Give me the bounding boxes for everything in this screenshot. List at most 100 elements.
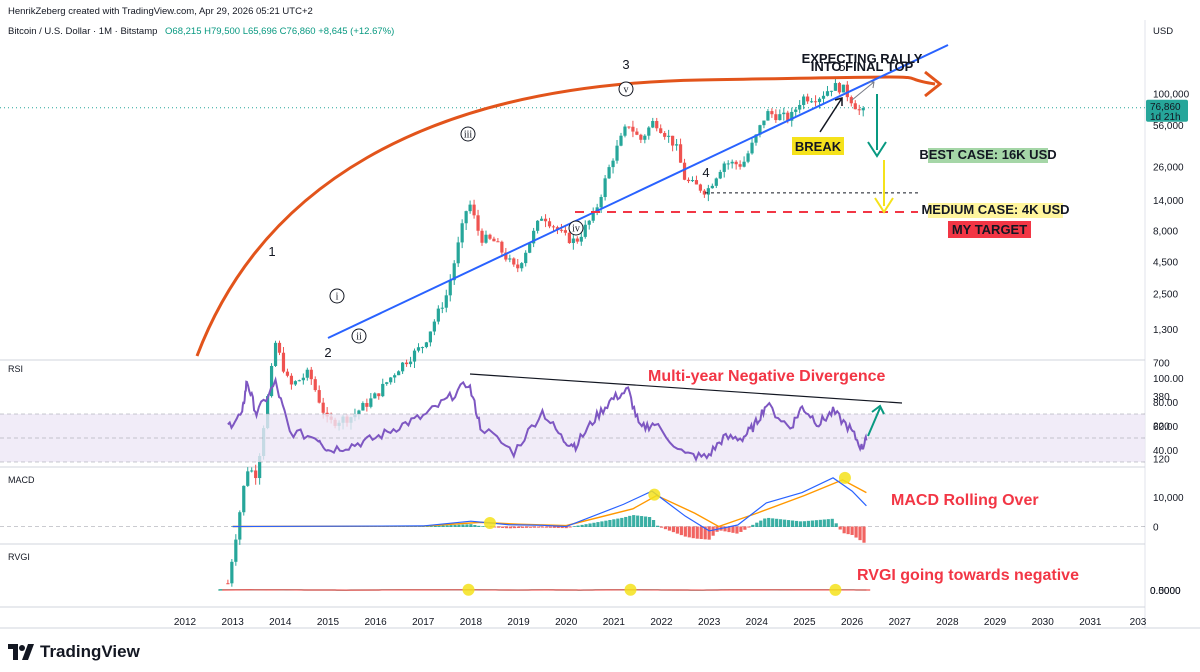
macd-histogram-bar xyxy=(580,524,584,527)
candle-body xyxy=(837,83,841,93)
candle-body xyxy=(281,352,286,372)
macd-histogram-bar xyxy=(572,526,576,527)
macd-histogram-bar xyxy=(453,524,457,527)
candle-body xyxy=(520,263,524,269)
macd-histogram-bar xyxy=(731,526,735,533)
macd-histogram-bar xyxy=(628,515,632,527)
arc-arrowhead xyxy=(924,70,943,98)
candle-body xyxy=(782,112,786,115)
macd-histogram-bar xyxy=(477,525,481,527)
candle-body xyxy=(746,153,750,162)
candle-body xyxy=(460,223,464,243)
candle-body xyxy=(547,221,552,227)
macd-histogram-bar xyxy=(747,526,751,528)
candle-body xyxy=(627,126,631,128)
macd-histogram-bar xyxy=(604,520,608,527)
wave-4-label: 4 xyxy=(702,165,709,180)
rvgi-tick-label: 0.0000 xyxy=(1150,586,1181,597)
candle-body xyxy=(631,126,635,132)
wave-5-label: 5 xyxy=(838,59,845,74)
macd-histogram-bar xyxy=(659,526,664,528)
macd-histogram-bar xyxy=(520,526,525,528)
candle-body xyxy=(476,215,480,231)
break-label-box xyxy=(792,137,844,155)
candle-body xyxy=(309,369,313,380)
macd-histogram-bar xyxy=(461,524,465,527)
candle-body xyxy=(301,377,305,381)
candle-body xyxy=(619,135,623,146)
wave-iv-label: iv xyxy=(572,224,580,235)
candle-body xyxy=(528,243,532,253)
candle-body xyxy=(393,375,397,378)
macd-histogram-bar xyxy=(505,526,509,529)
price-tag-box xyxy=(1146,99,1188,122)
candle-body xyxy=(250,470,254,472)
medium-case-label-box xyxy=(928,203,1063,218)
macd-histogram-bar xyxy=(751,524,755,527)
macd-histogram-bar xyxy=(842,526,846,534)
wave-i-label: i xyxy=(336,292,339,303)
rsi-divergence-line xyxy=(469,373,903,404)
macd-histogram-bar xyxy=(759,520,763,527)
candle-body xyxy=(671,135,675,146)
candle-body xyxy=(313,379,317,391)
candle-body xyxy=(269,365,274,397)
candle-body xyxy=(536,220,540,231)
macd-histogram-bar xyxy=(640,516,644,527)
candle-body xyxy=(774,114,778,121)
macd-histogram-bar xyxy=(612,519,616,527)
macd-histogram-bar xyxy=(584,524,588,527)
macd-histogram-bar xyxy=(552,526,556,528)
wave-iv-label-circle xyxy=(568,220,584,236)
candle-body xyxy=(690,180,695,182)
candle-body xyxy=(381,383,385,397)
price-tick-label: 120 xyxy=(1153,454,1170,465)
candle-body xyxy=(369,398,373,407)
candle-body xyxy=(762,120,766,126)
macd-histogram-bar xyxy=(568,526,572,528)
candle-body xyxy=(794,109,798,112)
macd-histogram-bar xyxy=(528,526,533,528)
candle-body xyxy=(389,377,393,383)
time-tick-label: 2016 xyxy=(364,617,387,628)
price-tick-label: 14,000 xyxy=(1153,196,1184,207)
candle-body xyxy=(738,164,742,167)
price-tick-label: 8,000 xyxy=(1153,227,1178,238)
candle-body xyxy=(730,161,734,164)
wave-3-label: 3 xyxy=(622,57,629,72)
candle-body xyxy=(424,342,429,348)
candle-body xyxy=(714,178,718,186)
candle-body xyxy=(698,184,703,191)
macd-histogram-bar xyxy=(814,520,818,527)
candle-body xyxy=(246,471,250,486)
symbol-info: Bitcoin / U.S. Dollar · 1M · Bitstamp O6… xyxy=(8,26,394,37)
candle-body xyxy=(829,90,834,92)
macd-histogram-bar xyxy=(441,525,445,527)
candle-body xyxy=(432,321,436,332)
macd-histogram-bar xyxy=(512,526,517,529)
macd-title: MACD xyxy=(8,475,35,485)
rsi-tick-label: 100.00 xyxy=(1153,374,1184,385)
rvgi-highlight-dot xyxy=(829,583,842,596)
macd-histogram-bar xyxy=(786,520,791,527)
price-tick-label: 380 xyxy=(1153,392,1170,403)
macd-histogram-bar xyxy=(679,526,683,536)
candle-body xyxy=(543,218,548,222)
candle-body xyxy=(277,342,282,353)
tradingview-logo[interactable]: TradingView xyxy=(8,642,140,662)
wave-i-label-circle xyxy=(329,288,345,304)
macd-histogram-bar xyxy=(425,526,429,527)
candle-body xyxy=(786,112,790,121)
price-tick-label: 700 xyxy=(1153,359,1170,370)
credit-line: HenrikZeberg created with TradingView.co… xyxy=(8,6,313,17)
rsi-line xyxy=(227,376,868,462)
candle-body xyxy=(682,162,687,180)
candle-body xyxy=(603,178,607,198)
macd-histogram-bar xyxy=(834,523,838,527)
candle-body xyxy=(226,583,230,585)
tradingview-icon xyxy=(8,644,34,660)
expecting-label-1: EXPECTING RALLY xyxy=(802,51,923,66)
rsi-tick-label: 60.00 xyxy=(1153,422,1178,433)
candle-body xyxy=(504,252,508,260)
